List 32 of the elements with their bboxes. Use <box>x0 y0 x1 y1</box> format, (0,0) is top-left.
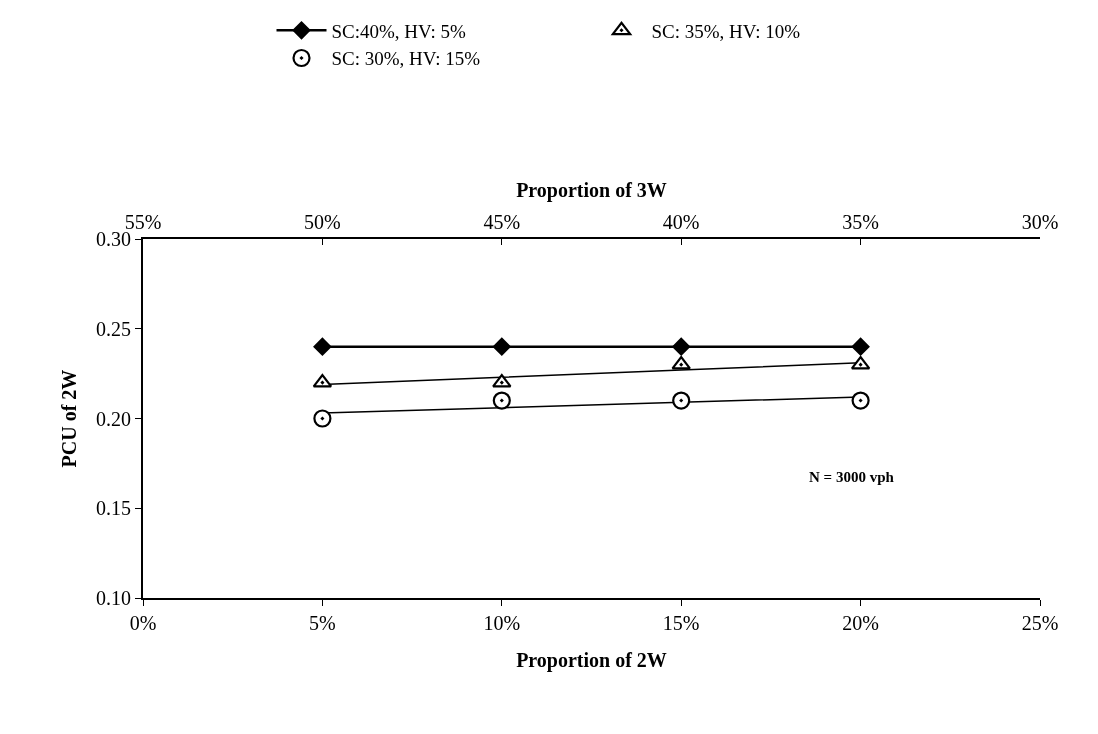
x-tick-label: 10% <box>483 612 521 634</box>
x2-axis-title: Proportion of 3W <box>516 179 667 202</box>
legend-label: SC:40%, HV: 5% <box>331 20 466 42</box>
point <box>851 391 870 410</box>
x2-tick-label: 45% <box>483 211 521 233</box>
legend-label: SC: 35%, HV: 10% <box>651 20 801 42</box>
x2-tick-label: 30% <box>1021 211 1059 233</box>
x-tick-label: 15% <box>662 612 700 634</box>
legend-label: SC: 30%, HV: 15% <box>331 48 481 70</box>
x2-tick-label: 40% <box>662 211 700 233</box>
y-tick-label: 0.25 <box>96 317 131 340</box>
y-tick-label: 0.10 <box>96 587 131 609</box>
point <box>671 356 691 370</box>
point <box>492 391 511 410</box>
x-axis-title: Proportion of 2W <box>516 649 667 672</box>
x-tick-label: 0% <box>129 612 157 634</box>
y-axis-title: PCU of 2W <box>58 369 80 468</box>
x-tick-label: 5% <box>309 612 336 634</box>
annotation: N = 3000 vph <box>809 469 895 485</box>
point <box>672 391 691 410</box>
x2-tick-label: 50% <box>304 211 341 233</box>
y-tick-label: 0.15 <box>96 497 131 520</box>
point <box>492 337 511 356</box>
y-tick-label: 0.20 <box>96 407 131 430</box>
point <box>851 337 870 356</box>
x-tick-label: 20% <box>842 612 879 634</box>
point <box>313 409 332 428</box>
point <box>313 337 332 356</box>
x2-tick-label: 35% <box>842 211 879 233</box>
point <box>492 374 512 388</box>
point <box>672 337 691 356</box>
x-tick-label: 25% <box>1021 612 1059 634</box>
